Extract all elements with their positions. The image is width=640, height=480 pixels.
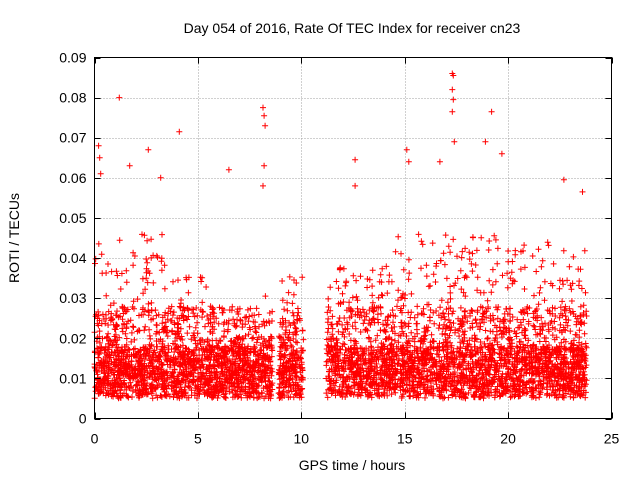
y-tick-label: 0.03 <box>59 290 86 306</box>
x-axis-label: GPS time / hours <box>299 457 406 473</box>
y-axis-label: ROTI / TECUs <box>6 193 22 283</box>
y-tick-label: 0.04 <box>59 250 86 266</box>
x-tick-label: 0 <box>91 431 99 447</box>
y-tick-label: 0 <box>79 411 87 427</box>
axis-ticks <box>94 57 613 420</box>
data-points <box>91 70 590 402</box>
plot-frame <box>94 57 612 419</box>
x-tick-label: 10 <box>294 431 310 447</box>
x-tick-labels: 0 5 10 15 20 25 <box>91 431 620 447</box>
x-tick-label: 15 <box>397 431 413 447</box>
y-tick-labels: 0 0.01 0.02 0.03 0.04 0.05 0.06 0.07 0.08 0.09 <box>59 50 86 427</box>
y-tick-label: 0.08 <box>59 90 86 106</box>
y-tick-label: 0.09 <box>59 50 86 66</box>
x-tick-label: 25 <box>604 431 620 447</box>
y-tick-label: 0.06 <box>59 170 86 186</box>
y-tick-label: 0.07 <box>59 130 86 146</box>
x-tick-label: 5 <box>194 431 202 447</box>
y-tick-label: 0.02 <box>59 330 86 346</box>
roti-markers <box>91 70 590 402</box>
y-tick-label: 0.05 <box>59 210 86 226</box>
x-tick-label: 20 <box>500 431 516 447</box>
y-tick-label: 0.01 <box>59 370 86 386</box>
chart-title: Day 054 of 2016, Rate Of TEC Index for r… <box>184 20 521 36</box>
